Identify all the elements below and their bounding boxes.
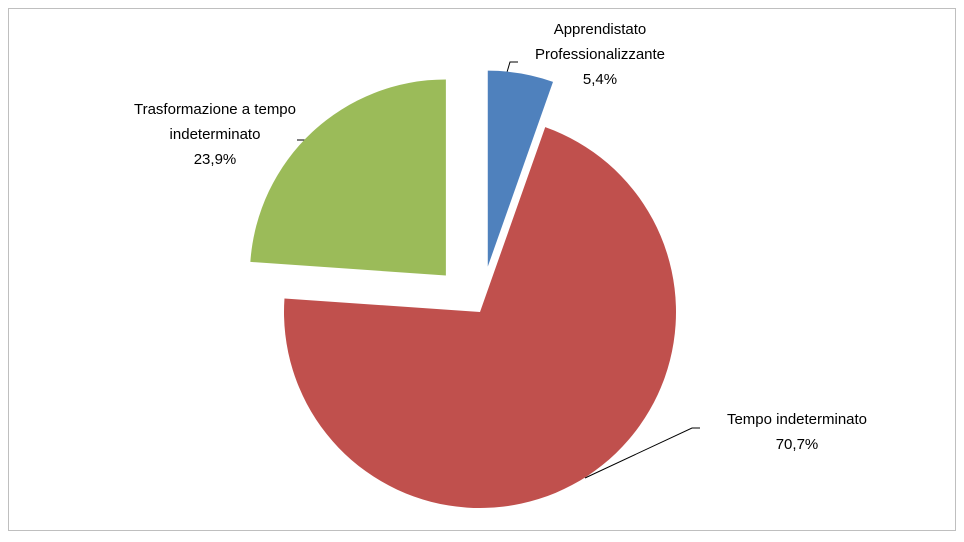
slice-label: Trasformazione a tempo indeterminato 23,9… [125,97,305,172]
slice-label: Tempo indeterminato 70,7% [697,407,897,457]
pie-slice [284,127,676,509]
chart-frame [8,8,956,531]
category-label: Tempo indeterminato [726,411,868,428]
pie-slice [250,79,446,276]
value-label: 70,7% [775,436,819,453]
value-label: 5,4% [582,71,618,88]
slice-label: Apprendistato Professionalizzante 5,4% [515,17,685,92]
value-label: 23,9% [193,151,237,168]
pie-slice [487,70,553,267]
category-label: Trasformazione a tempo indeterminato [133,101,296,143]
leader-line [584,427,700,479]
category-label: Apprendistato Professionalizzante [534,21,666,63]
